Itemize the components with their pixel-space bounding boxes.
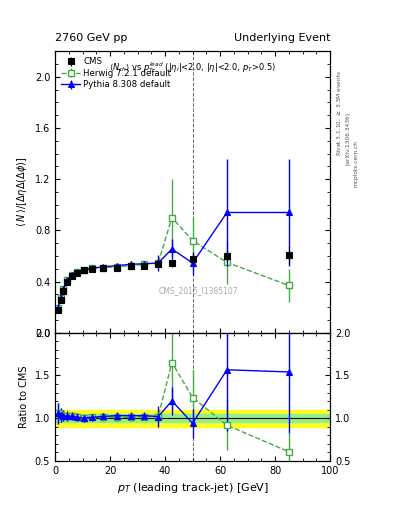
Y-axis label: $\langle\, N\,\rangle/[\Delta\eta\Delta(\Delta\phi)]$: $\langle\, N\,\rangle/[\Delta\eta\Delta(… <box>15 157 29 227</box>
Text: mcplots.cern.ch: mcplots.cern.ch <box>354 140 359 187</box>
Text: Rivet 3.1.10, $\geq$ 3.5M events: Rivet 3.1.10, $\geq$ 3.5M events <box>336 70 343 156</box>
Text: 2760 GeV pp: 2760 GeV pp <box>55 33 127 42</box>
Bar <box>55 410 330 426</box>
Y-axis label: Ratio to CMS: Ratio to CMS <box>19 366 29 428</box>
Bar <box>55 414 330 422</box>
Text: CMS_2015_I1385107: CMS_2015_I1385107 <box>158 286 238 295</box>
X-axis label: $p_T$ (leading track-jet) [GeV]: $p_T$ (leading track-jet) [GeV] <box>117 481 268 495</box>
Text: [arXiv:1306.3436]: [arXiv:1306.3436] <box>345 112 350 165</box>
Legend: CMS, Herwig 7.2.1 default, Pythia 8.308 default: CMS, Herwig 7.2.1 default, Pythia 8.308 … <box>59 55 173 91</box>
Text: Underlying Event: Underlying Event <box>233 33 330 42</box>
Text: $\langle N_{ch}\rangle$ vs $p_T^{lead}$ ($|\eta_l|$<2.0, $|\eta|$<2.0, $p_T$>0.5: $\langle N_{ch}\rangle$ vs $p_T^{lead}$ … <box>109 60 276 75</box>
